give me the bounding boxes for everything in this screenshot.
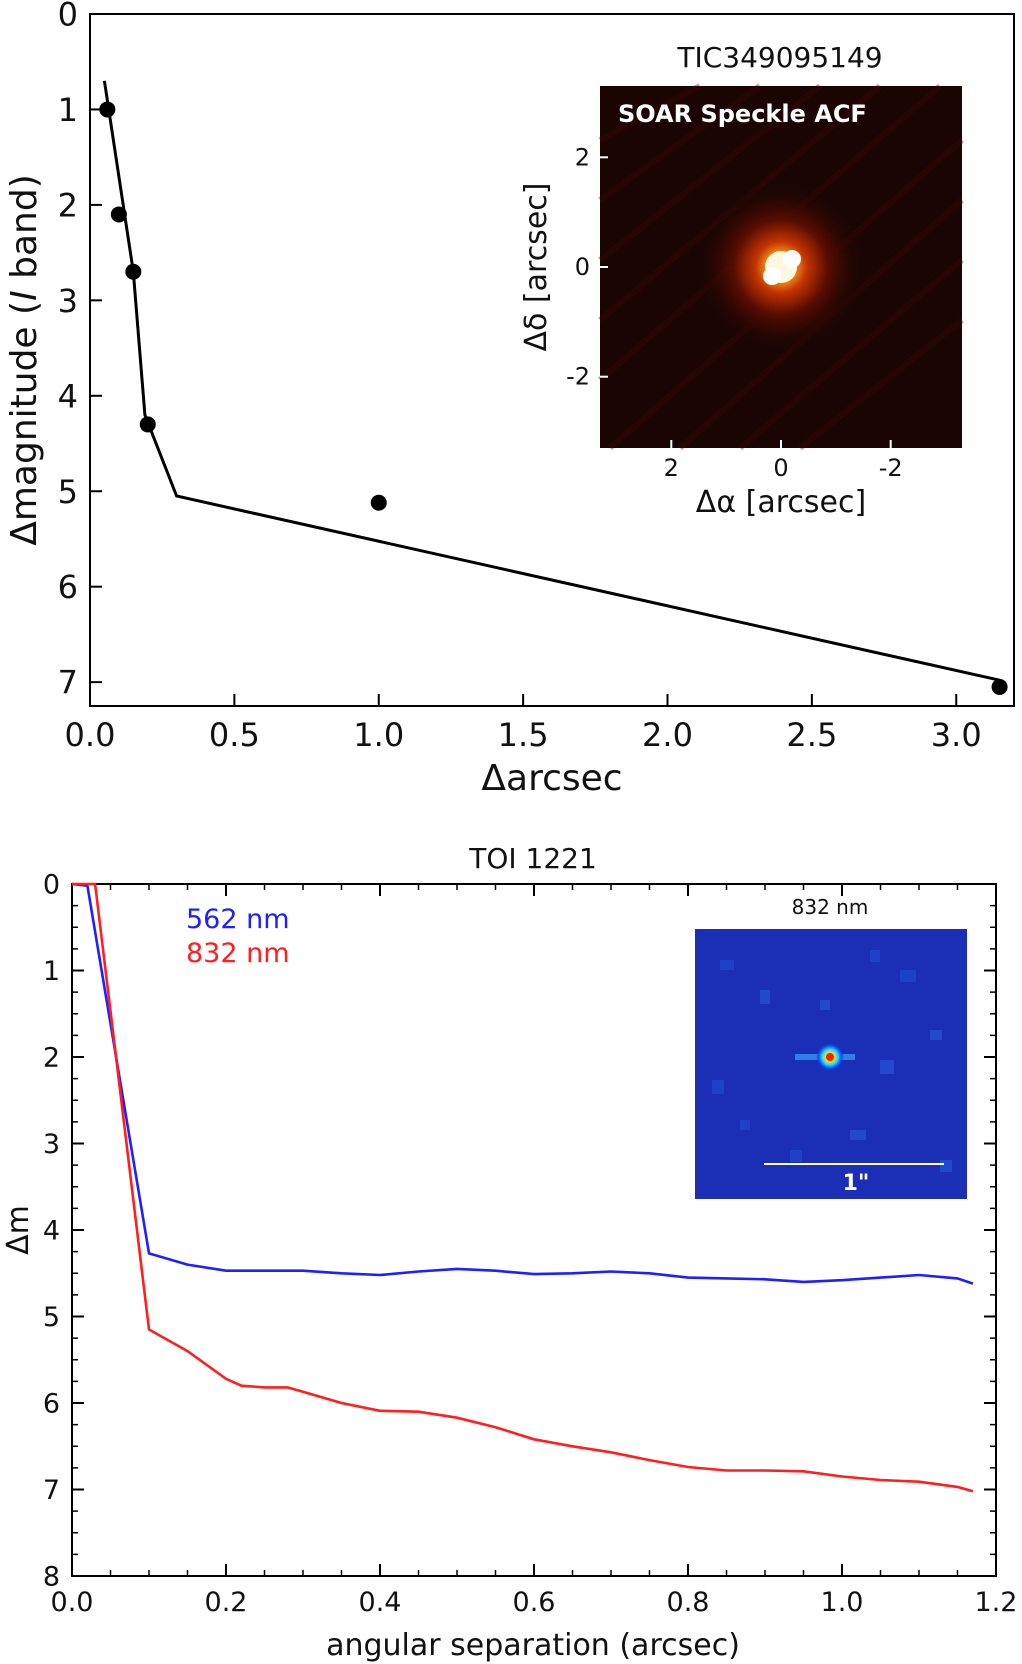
x-tick-label: 3.0 [931, 716, 982, 754]
scale-bar-label: 1" [843, 1171, 870, 1196]
x-tick-label: 0.0 [65, 716, 116, 754]
inset1-x-tick-label: -2 [879, 454, 903, 482]
x-tick-label: 2.5 [786, 716, 837, 754]
inset1-y-tick-label: 0 [575, 253, 590, 281]
bottom-y-axis-label: Δm [1, 1205, 36, 1255]
y-tick-label: 3 [43, 1129, 60, 1160]
top-x-axis-label: Δarcsec [481, 758, 622, 799]
top-y-ticks: 0 1 2 3 4 5 6 7 [58, 0, 102, 702]
data-point [139, 416, 156, 433]
y-tick-label: 7 [58, 664, 78, 702]
bottom-chart-title: TOI 1221 [468, 842, 597, 875]
acf-label: SOAR Speckle ACF [618, 100, 867, 128]
bottom-x-ticks: 0.0 0.2 0.4 0.6 0.8 1.0 1.2 [51, 884, 1018, 1618]
x-tick-label: 0.5 [209, 716, 260, 754]
y-tick-label: 1 [58, 91, 78, 129]
y-tick-label: 0 [43, 870, 60, 901]
x-tick-label: 0.2 [205, 1587, 248, 1618]
y-tick-label: 0 [58, 0, 78, 34]
inset1-y-tick-label: 2 [575, 143, 590, 171]
x-tick-label: 0.0 [51, 1587, 94, 1618]
series-line-562nm [71, 882, 974, 1285]
x-tick-label: 2.0 [642, 716, 693, 754]
inset1-x-tick-label: 0 [773, 454, 788, 482]
data-point [991, 678, 1008, 695]
top-plot-frame [89, 13, 1015, 707]
inset1-title: TIC349095149 [676, 41, 882, 74]
y-tick-label: 2 [43, 1043, 60, 1074]
acf-core-lobe [763, 267, 781, 285]
y-tick-label: 5 [58, 473, 78, 511]
acf-core-lobe [783, 250, 801, 268]
top-measurement-points [99, 101, 1008, 695]
data-point [110, 206, 127, 223]
inset1-x-axis-label: Δα [arcsec] [696, 485, 866, 520]
y-tick-label: 6 [43, 1389, 60, 1420]
inset1-ticks: 2 0 -2 2 0 -2 [566, 143, 903, 482]
data-point [99, 101, 116, 118]
y-tick-label: 4 [58, 377, 78, 415]
speckle-image-832nm-inset: 832 nm 1" [695, 895, 967, 1199]
x-tick-label: 1.0 [821, 1587, 864, 1618]
legend-entry-562nm: 562 nm [186, 904, 290, 935]
data-point [370, 494, 387, 511]
legend-entry-832nm: 832 nm [186, 938, 290, 969]
bottom-y-ticks: 0 1 2 3 4 5 6 7 8 [43, 870, 996, 1593]
top-x-ticks: 0.0 0.5 1.0 1.5 2.0 2.5 3.0 [65, 694, 982, 754]
x-tick-label: 1.5 [498, 716, 549, 754]
inset2-title: 832 nm [792, 895, 869, 919]
bottom-contrast-curves [71, 882, 974, 1493]
series-line-832nm [72, 882, 974, 1493]
y-tick-label: 8 [43, 1562, 60, 1593]
y-tick-label: 2 [58, 186, 78, 224]
top-contrast-chart: 0.0 0.5 1.0 1.5 2.0 2.5 3.0 0 1 2 3 4 5 6 7 Δarcsec Δ… [4, 0, 1015, 799]
x-tick-label: 1.2 [975, 1587, 1018, 1618]
data-point [125, 263, 142, 280]
x-tick-label: 1.0 [353, 716, 404, 754]
inset1-y-axis-label: Δδ [arcsec] [519, 183, 554, 352]
y-tick-label: 4 [43, 1216, 60, 1247]
x-tick-label: 0.4 [359, 1587, 402, 1618]
inset1-y-tick-label: -2 [566, 363, 590, 391]
y-tick-label: 3 [58, 282, 78, 320]
x-tick-label: 0.6 [513, 1587, 556, 1618]
y-tick-label: 5 [43, 1302, 60, 1333]
soar-speckle-acf-inset: TIC349095149 SOAR Speckle ACF 2 0 -2 2 0 -2 Δ… [519, 41, 964, 520]
psf-core [826, 1053, 834, 1061]
bottom-contrast-chart: TOI 1221 0.0 0.2 0.4 0.6 0.8 1.0 1.2 0 1 2 3 4 5 6 7 8… [1, 842, 1017, 1663]
y-tick-label: 1 [43, 956, 60, 987]
speckle-noise [712, 950, 952, 1172]
y-tick-label: 7 [43, 1475, 60, 1506]
top-y-axis-label: Δmagnitude (I band) [4, 174, 45, 546]
inset1-x-tick-label: 2 [664, 454, 679, 482]
y-tick-label: 6 [58, 568, 78, 606]
x-tick-label: 0.8 [667, 1587, 710, 1618]
bottom-x-axis-label: angular separation (arcsec) [326, 1628, 740, 1663]
